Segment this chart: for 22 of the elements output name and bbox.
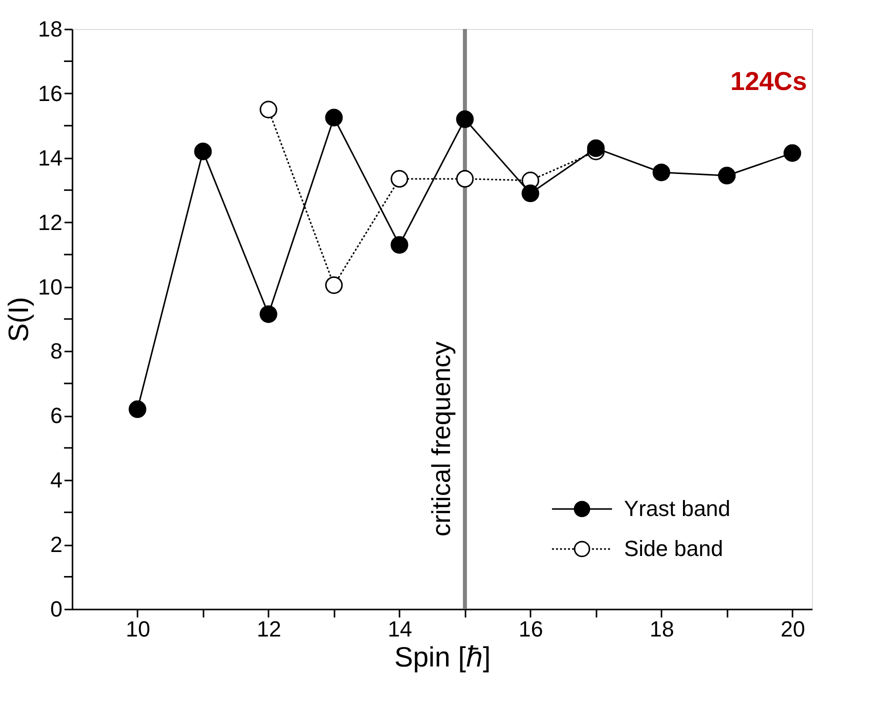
y-tick-label: 12 xyxy=(38,210,62,235)
x-axis-title: Spin [ℏ] xyxy=(394,642,491,672)
y-tick-label: 18 xyxy=(38,16,62,42)
x-tick-label: 16 xyxy=(518,616,544,642)
y-tick-label: 0 xyxy=(50,596,62,622)
x-tick-label: 18 xyxy=(650,616,674,642)
y-tick-label: 8 xyxy=(50,338,62,364)
x-tick-label: 10 xyxy=(126,616,150,642)
x-tick-label: 12 xyxy=(256,616,282,642)
ref-line-label: critical frequency xyxy=(426,341,456,537)
y-axis-title: S(I) xyxy=(3,296,34,342)
legend-label: Yrast band xyxy=(624,496,730,521)
x-tick-label: 14 xyxy=(388,616,412,642)
y-tick-label: 16 xyxy=(38,80,62,106)
y-tick-label: 6 xyxy=(50,403,62,428)
legend-label: Side band xyxy=(624,536,724,561)
annotation: 124Cs xyxy=(730,66,807,96)
y-tick-label: 2 xyxy=(50,532,62,558)
y-tick-label: 14 xyxy=(38,145,62,170)
y-tick-label: 10 xyxy=(38,274,62,300)
y-tick-label: 4 xyxy=(50,468,62,493)
x-tick-label: 20 xyxy=(780,616,806,642)
